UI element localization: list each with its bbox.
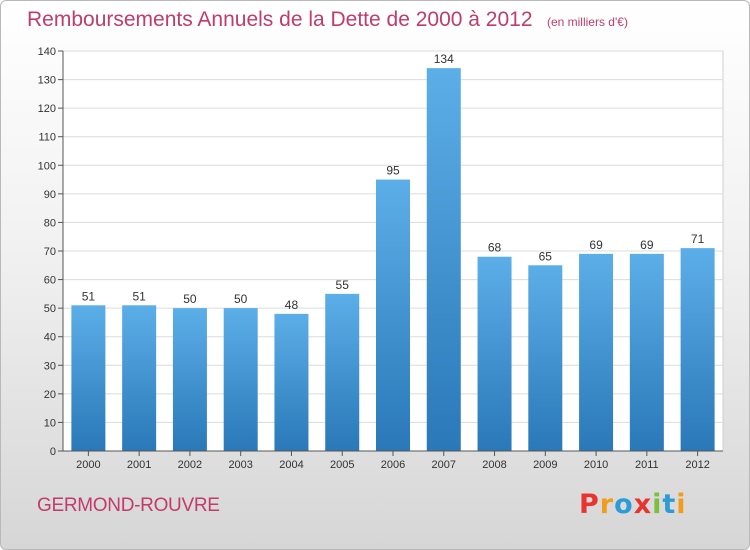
bar xyxy=(579,253,614,451)
logo-letter: P xyxy=(579,489,600,520)
bar xyxy=(325,293,360,451)
x-tick-label: 2008 xyxy=(482,459,506,471)
y-tick-label: 70 xyxy=(44,246,56,258)
bar xyxy=(172,308,207,451)
bars: 51 51 50 50 48 55 95 134 68 65 69 69 71 xyxy=(71,52,715,452)
x-tick-label: 2006 xyxy=(381,459,405,471)
bar xyxy=(122,305,157,451)
axes: 0 10 20 30 40 50 60 70 80 90 100 110 120 130 140 2000 20… xyxy=(38,46,723,471)
y-tick-label: 50 xyxy=(44,303,56,315)
y-tick-label: 100 xyxy=(38,160,56,172)
bar xyxy=(477,256,512,451)
bar xyxy=(274,313,309,451)
y-tick-label: 140 xyxy=(38,46,56,58)
logo-letter: r xyxy=(599,489,615,520)
x-tick-label: 2002 xyxy=(178,459,202,471)
logo-letter: o xyxy=(614,489,634,520)
y-tick-label: 130 xyxy=(38,75,56,87)
y-tick-label: 40 xyxy=(44,332,56,344)
x-tick-label: 2012 xyxy=(685,459,709,471)
bar xyxy=(71,305,106,451)
x-tick-label: 2009 xyxy=(533,459,557,471)
bar xyxy=(376,179,410,452)
y-tick-label: 0 xyxy=(50,446,56,458)
commune-name: GERMOND-ROUVRE xyxy=(37,495,220,516)
data-label: 51 xyxy=(82,289,96,303)
x-tick-label: 2000 xyxy=(76,459,100,471)
logo-letter: i xyxy=(652,489,663,520)
y-tick-label: 10 xyxy=(44,417,56,429)
data-label: 50 xyxy=(183,292,197,306)
y-tick-label: 90 xyxy=(44,189,56,201)
x-tick-label: 2003 xyxy=(228,459,252,471)
data-label: 71 xyxy=(691,232,705,246)
data-label: 134 xyxy=(434,52,454,66)
x-tick-label: 2005 xyxy=(330,459,354,471)
y-tick-label: 80 xyxy=(44,217,56,229)
proxiti-logo: Proxiti xyxy=(579,489,687,520)
data-label: 55 xyxy=(336,278,350,292)
x-tick-label: 2011 xyxy=(635,459,659,471)
data-label: 65 xyxy=(539,249,553,263)
y-tick-label: 30 xyxy=(44,360,56,372)
x-tick-label: 2004 xyxy=(279,459,303,471)
data-label: 69 xyxy=(640,238,654,252)
data-label: 50 xyxy=(234,292,248,306)
data-label: 68 xyxy=(488,241,502,255)
chart-header: Remboursements Annuels de la Dette de 20… xyxy=(27,8,628,32)
y-tick-label: 20 xyxy=(44,389,56,401)
data-label: 48 xyxy=(285,298,299,312)
data-label: 51 xyxy=(132,289,146,303)
x-tick-label: 2007 xyxy=(432,459,456,471)
data-label: 95 xyxy=(386,164,400,178)
bar xyxy=(680,248,715,451)
chart-title: Remboursements Annuels de la Dette de 20… xyxy=(27,8,533,31)
x-tick-label: 2010 xyxy=(584,459,608,471)
logo-letter: t xyxy=(662,489,677,520)
data-label: 69 xyxy=(589,238,603,252)
bar xyxy=(223,308,258,451)
y-tick-label: 120 xyxy=(38,103,56,115)
x-tick-label: 2001 xyxy=(127,459,151,471)
bar xyxy=(629,253,664,451)
chart-subtitle: (en milliers d'€) xyxy=(546,15,628,29)
bar xyxy=(528,265,563,451)
y-tick-label: 60 xyxy=(44,275,56,287)
logo-letter: x xyxy=(633,489,653,520)
bar xyxy=(426,68,461,452)
y-tick-label: 110 xyxy=(38,132,56,144)
logo-letter: i xyxy=(676,489,687,520)
